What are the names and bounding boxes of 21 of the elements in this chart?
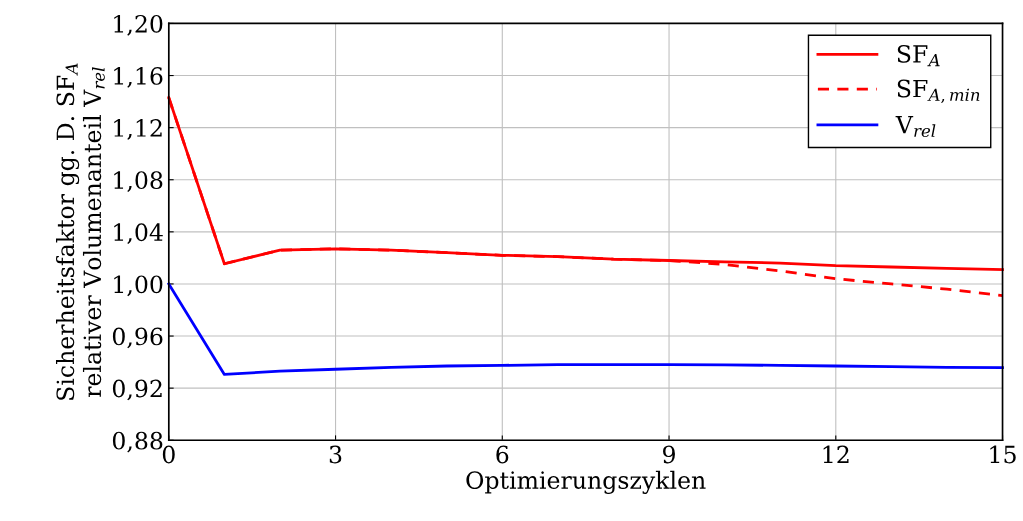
y-tick-label: 1,20 [114,14,163,36]
y-tick-label: 1,12 [114,119,162,140]
x-tick-label: 0 [162,445,175,464]
y-tick-label: 1,08 [114,171,163,192]
y-tick-label: 0,96 [112,327,163,349]
x-tick-label: 3 [329,445,342,464]
y-tick-label: 1,04 [114,223,163,245]
legend-label: SF$_{A,min}$ [897,79,980,104]
x-axis-title: Optimierungszyklen [466,470,706,494]
y-tick-label: 1,16 [114,66,163,88]
y-tick-label: 1,00 [114,275,163,297]
x-tick-label: 6 [496,445,509,464]
y-tick-label: 0,88 [112,431,163,453]
line-series [167,282,1004,376]
x-tick-label: 12 [823,445,849,464]
legend-label: V$_{rel}$ [895,115,936,138]
x-tick-label: 15 [990,445,1016,464]
y-axis-title: Sicherheitsfaktor gg. D. SF$_{A}$ relativer Volumenanteil V$_{rel}$ [55,63,105,400]
x-tick-label: 9 [663,445,675,464]
y-tick-label: 0,92 [112,379,162,401]
legend-label: SF$_{A}$ [897,44,940,67]
